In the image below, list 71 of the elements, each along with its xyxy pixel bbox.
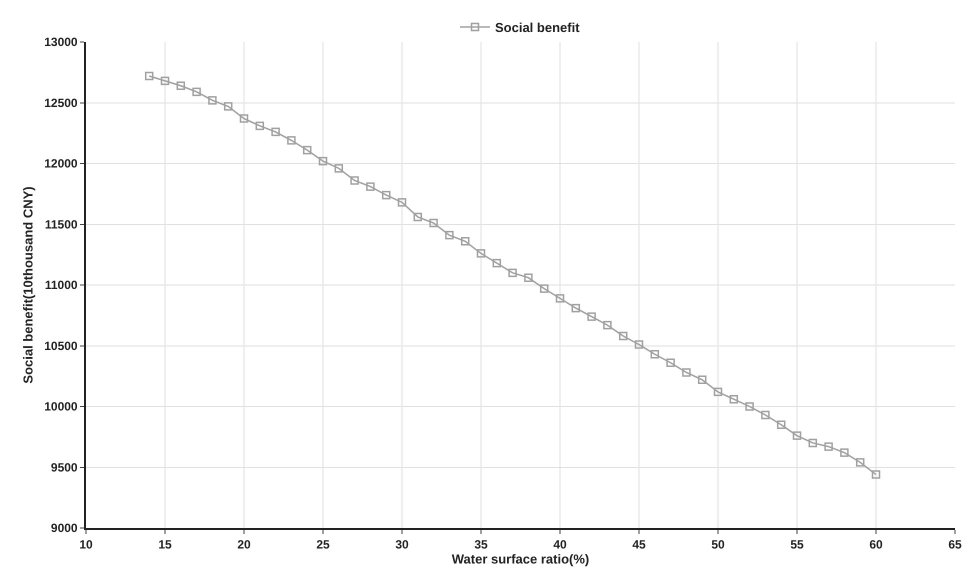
x-axis-title: Water surface ratio(%): [452, 552, 590, 566]
point: [350, 176, 359, 185]
point: [287, 136, 296, 145]
y-tick-label: 11000: [44, 278, 78, 292]
point: [445, 230, 454, 240]
point: [366, 182, 375, 191]
point: [618, 332, 628, 340]
y-tick-label: 9500: [50, 460, 78, 474]
point: [682, 368, 691, 377]
point: [824, 442, 833, 451]
point: [776, 420, 786, 429]
point: [872, 470, 880, 479]
point: [840, 448, 849, 457]
point: [524, 273, 533, 282]
point: [334, 164, 344, 173]
point: [556, 294, 564, 303]
point: [476, 249, 486, 258]
y-axis-title: Social benefit(10thousand CNY): [20, 186, 36, 384]
point: [572, 304, 580, 312]
point: [698, 376, 706, 384]
point: [730, 394, 738, 404]
point: [650, 350, 660, 359]
point: [398, 198, 406, 207]
point: [271, 128, 280, 136]
y-tick-label: 12500: [44, 96, 78, 110]
point: [492, 258, 502, 268]
point: [208, 96, 217, 105]
point: [508, 268, 517, 278]
point: [634, 340, 644, 349]
y-tick-label: 11500: [44, 217, 78, 232]
x-tick-label: 20: [237, 537, 251, 552]
y-tick-label: 13000: [44, 35, 78, 50]
x-tick-label: 50: [711, 537, 725, 552]
y-tick-label: 10000: [44, 400, 78, 414]
point: [256, 122, 264, 130]
point: [302, 146, 312, 154]
point: [224, 102, 232, 111]
point: [808, 438, 818, 448]
x-tick-label: 15: [158, 537, 172, 552]
x-tick-label: 35: [474, 537, 488, 552]
point: [761, 410, 770, 420]
y-tick-label: 9000: [50, 521, 78, 536]
x-tick-label: 25: [316, 537, 330, 552]
point: [176, 81, 186, 90]
point: [414, 212, 422, 222]
point: [318, 156, 328, 166]
point: [745, 402, 754, 411]
point: [666, 358, 675, 368]
y-tick-label: 12000: [44, 156, 78, 171]
point: [160, 76, 170, 86]
point: [603, 320, 612, 330]
point: [587, 312, 596, 321]
x-tick-label: 60: [869, 537, 883, 552]
x-tick-label: 40: [553, 537, 567, 552]
x-tick-label: 65: [948, 537, 962, 552]
point: [382, 190, 390, 200]
point: [460, 237, 470, 246]
point: [192, 88, 201, 96]
point: [429, 218, 438, 228]
x-tick-label: 10: [79, 537, 93, 552]
legend-label: Social benefit: [495, 20, 580, 36]
x-tick-label: 55: [790, 537, 804, 552]
point: [714, 388, 722, 396]
x-tick-label: 45: [632, 537, 646, 552]
point: [792, 431, 802, 440]
point: [240, 114, 248, 123]
x-tick-label: 30: [395, 537, 409, 552]
y-tick-label: 10500: [44, 338, 78, 353]
point: [856, 458, 864, 467]
point: [540, 284, 548, 293]
point: [144, 72, 154, 80]
